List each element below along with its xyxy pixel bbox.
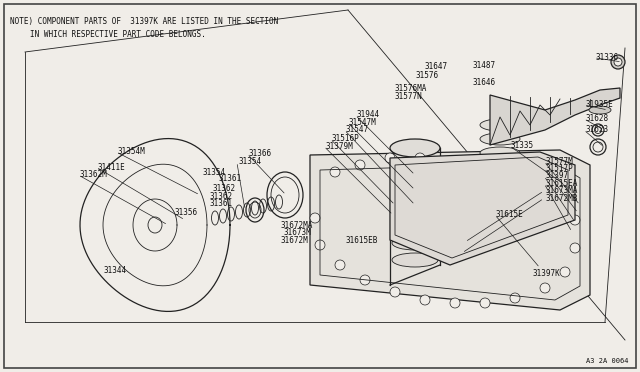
Circle shape: [335, 260, 345, 270]
Polygon shape: [490, 88, 620, 145]
Circle shape: [315, 240, 325, 250]
Ellipse shape: [392, 236, 438, 250]
Text: 31362M: 31362M: [79, 170, 107, 179]
Polygon shape: [390, 152, 575, 265]
Text: A3 2A 0064: A3 2A 0064: [586, 358, 628, 364]
Text: 31576: 31576: [416, 71, 439, 80]
Polygon shape: [310, 150, 590, 310]
Text: NOTE) COMPONENT PARTS OF  31397K ARE LISTED IN THE SECTION: NOTE) COMPONENT PARTS OF 31397K ARE LIST…: [10, 17, 278, 26]
Ellipse shape: [480, 161, 520, 173]
Circle shape: [560, 267, 570, 277]
Ellipse shape: [392, 202, 438, 216]
Circle shape: [445, 210, 455, 220]
Circle shape: [560, 190, 570, 200]
Circle shape: [465, 235, 475, 245]
Circle shape: [445, 157, 455, 167]
Circle shape: [570, 243, 580, 253]
Text: 31944: 31944: [356, 110, 380, 119]
Text: 31361: 31361: [210, 199, 233, 208]
Text: 31344: 31344: [104, 266, 127, 275]
Text: 31356: 31356: [174, 208, 197, 217]
Text: 31361: 31361: [219, 174, 242, 183]
Circle shape: [330, 167, 340, 177]
Text: 31577N: 31577N: [395, 92, 422, 101]
Circle shape: [425, 215, 435, 225]
Circle shape: [355, 160, 365, 170]
Text: 31547: 31547: [346, 125, 369, 134]
Text: 31516P: 31516P: [332, 134, 359, 143]
Text: 31615E: 31615E: [496, 210, 524, 219]
Circle shape: [385, 153, 395, 163]
Text: 31354M: 31354M: [117, 147, 145, 156]
Text: 31646: 31646: [472, 78, 495, 87]
Ellipse shape: [480, 119, 520, 131]
Circle shape: [310, 213, 320, 223]
Text: 31672M: 31672M: [280, 236, 308, 245]
Text: IN WHICH RESPECTIVE PART CODE BELONGS.: IN WHICH RESPECTIVE PART CODE BELONGS.: [30, 30, 205, 39]
Text: 31362: 31362: [212, 185, 236, 193]
Text: 31354: 31354: [202, 168, 225, 177]
Text: 31576MA: 31576MA: [395, 84, 428, 93]
Circle shape: [445, 250, 455, 260]
Text: 31336: 31336: [595, 53, 618, 62]
Ellipse shape: [480, 175, 520, 187]
Text: 31354: 31354: [238, 157, 261, 166]
Text: 31623: 31623: [586, 125, 609, 134]
Text: 31615EB: 31615EB: [346, 236, 378, 245]
Text: 31397K: 31397K: [532, 269, 560, 278]
Text: 31547M: 31547M: [349, 118, 376, 127]
Ellipse shape: [611, 55, 625, 69]
Circle shape: [415, 153, 425, 163]
Text: 31577M: 31577M: [545, 157, 573, 166]
Circle shape: [390, 287, 400, 297]
Text: 31362: 31362: [210, 192, 233, 201]
Text: 31411E: 31411E: [97, 163, 125, 171]
Text: 31672MB: 31672MB: [545, 194, 578, 203]
Circle shape: [570, 215, 580, 225]
Ellipse shape: [480, 147, 520, 159]
Text: 31397: 31397: [545, 171, 568, 180]
Circle shape: [425, 255, 435, 265]
Text: 31366: 31366: [248, 149, 271, 158]
Circle shape: [465, 215, 475, 225]
Ellipse shape: [392, 253, 438, 267]
Text: 31379M: 31379M: [325, 142, 353, 151]
Circle shape: [420, 295, 430, 305]
Circle shape: [540, 283, 550, 293]
Text: 31615EA: 31615EA: [545, 179, 578, 188]
Ellipse shape: [614, 58, 622, 66]
Text: 31673MA: 31673MA: [545, 186, 578, 195]
Text: 31628: 31628: [586, 114, 609, 123]
Ellipse shape: [480, 133, 520, 145]
Ellipse shape: [589, 106, 611, 114]
Ellipse shape: [392, 168, 438, 182]
Circle shape: [510, 293, 520, 303]
Text: 31517P: 31517P: [545, 164, 573, 173]
Circle shape: [450, 298, 460, 308]
Circle shape: [505, 170, 515, 180]
Text: 31647: 31647: [424, 62, 447, 71]
Circle shape: [445, 230, 455, 240]
Text: 31487: 31487: [472, 61, 495, 70]
Ellipse shape: [390, 139, 440, 157]
Text: 31672MA: 31672MA: [280, 221, 313, 230]
Text: 31335: 31335: [511, 141, 534, 150]
Circle shape: [535, 178, 545, 188]
Circle shape: [360, 275, 370, 285]
Circle shape: [425, 235, 435, 245]
Text: 31935E: 31935E: [586, 100, 613, 109]
Ellipse shape: [392, 185, 438, 199]
Circle shape: [480, 298, 490, 308]
Circle shape: [475, 163, 485, 173]
Text: 31673M: 31673M: [284, 228, 311, 237]
Ellipse shape: [392, 219, 438, 233]
